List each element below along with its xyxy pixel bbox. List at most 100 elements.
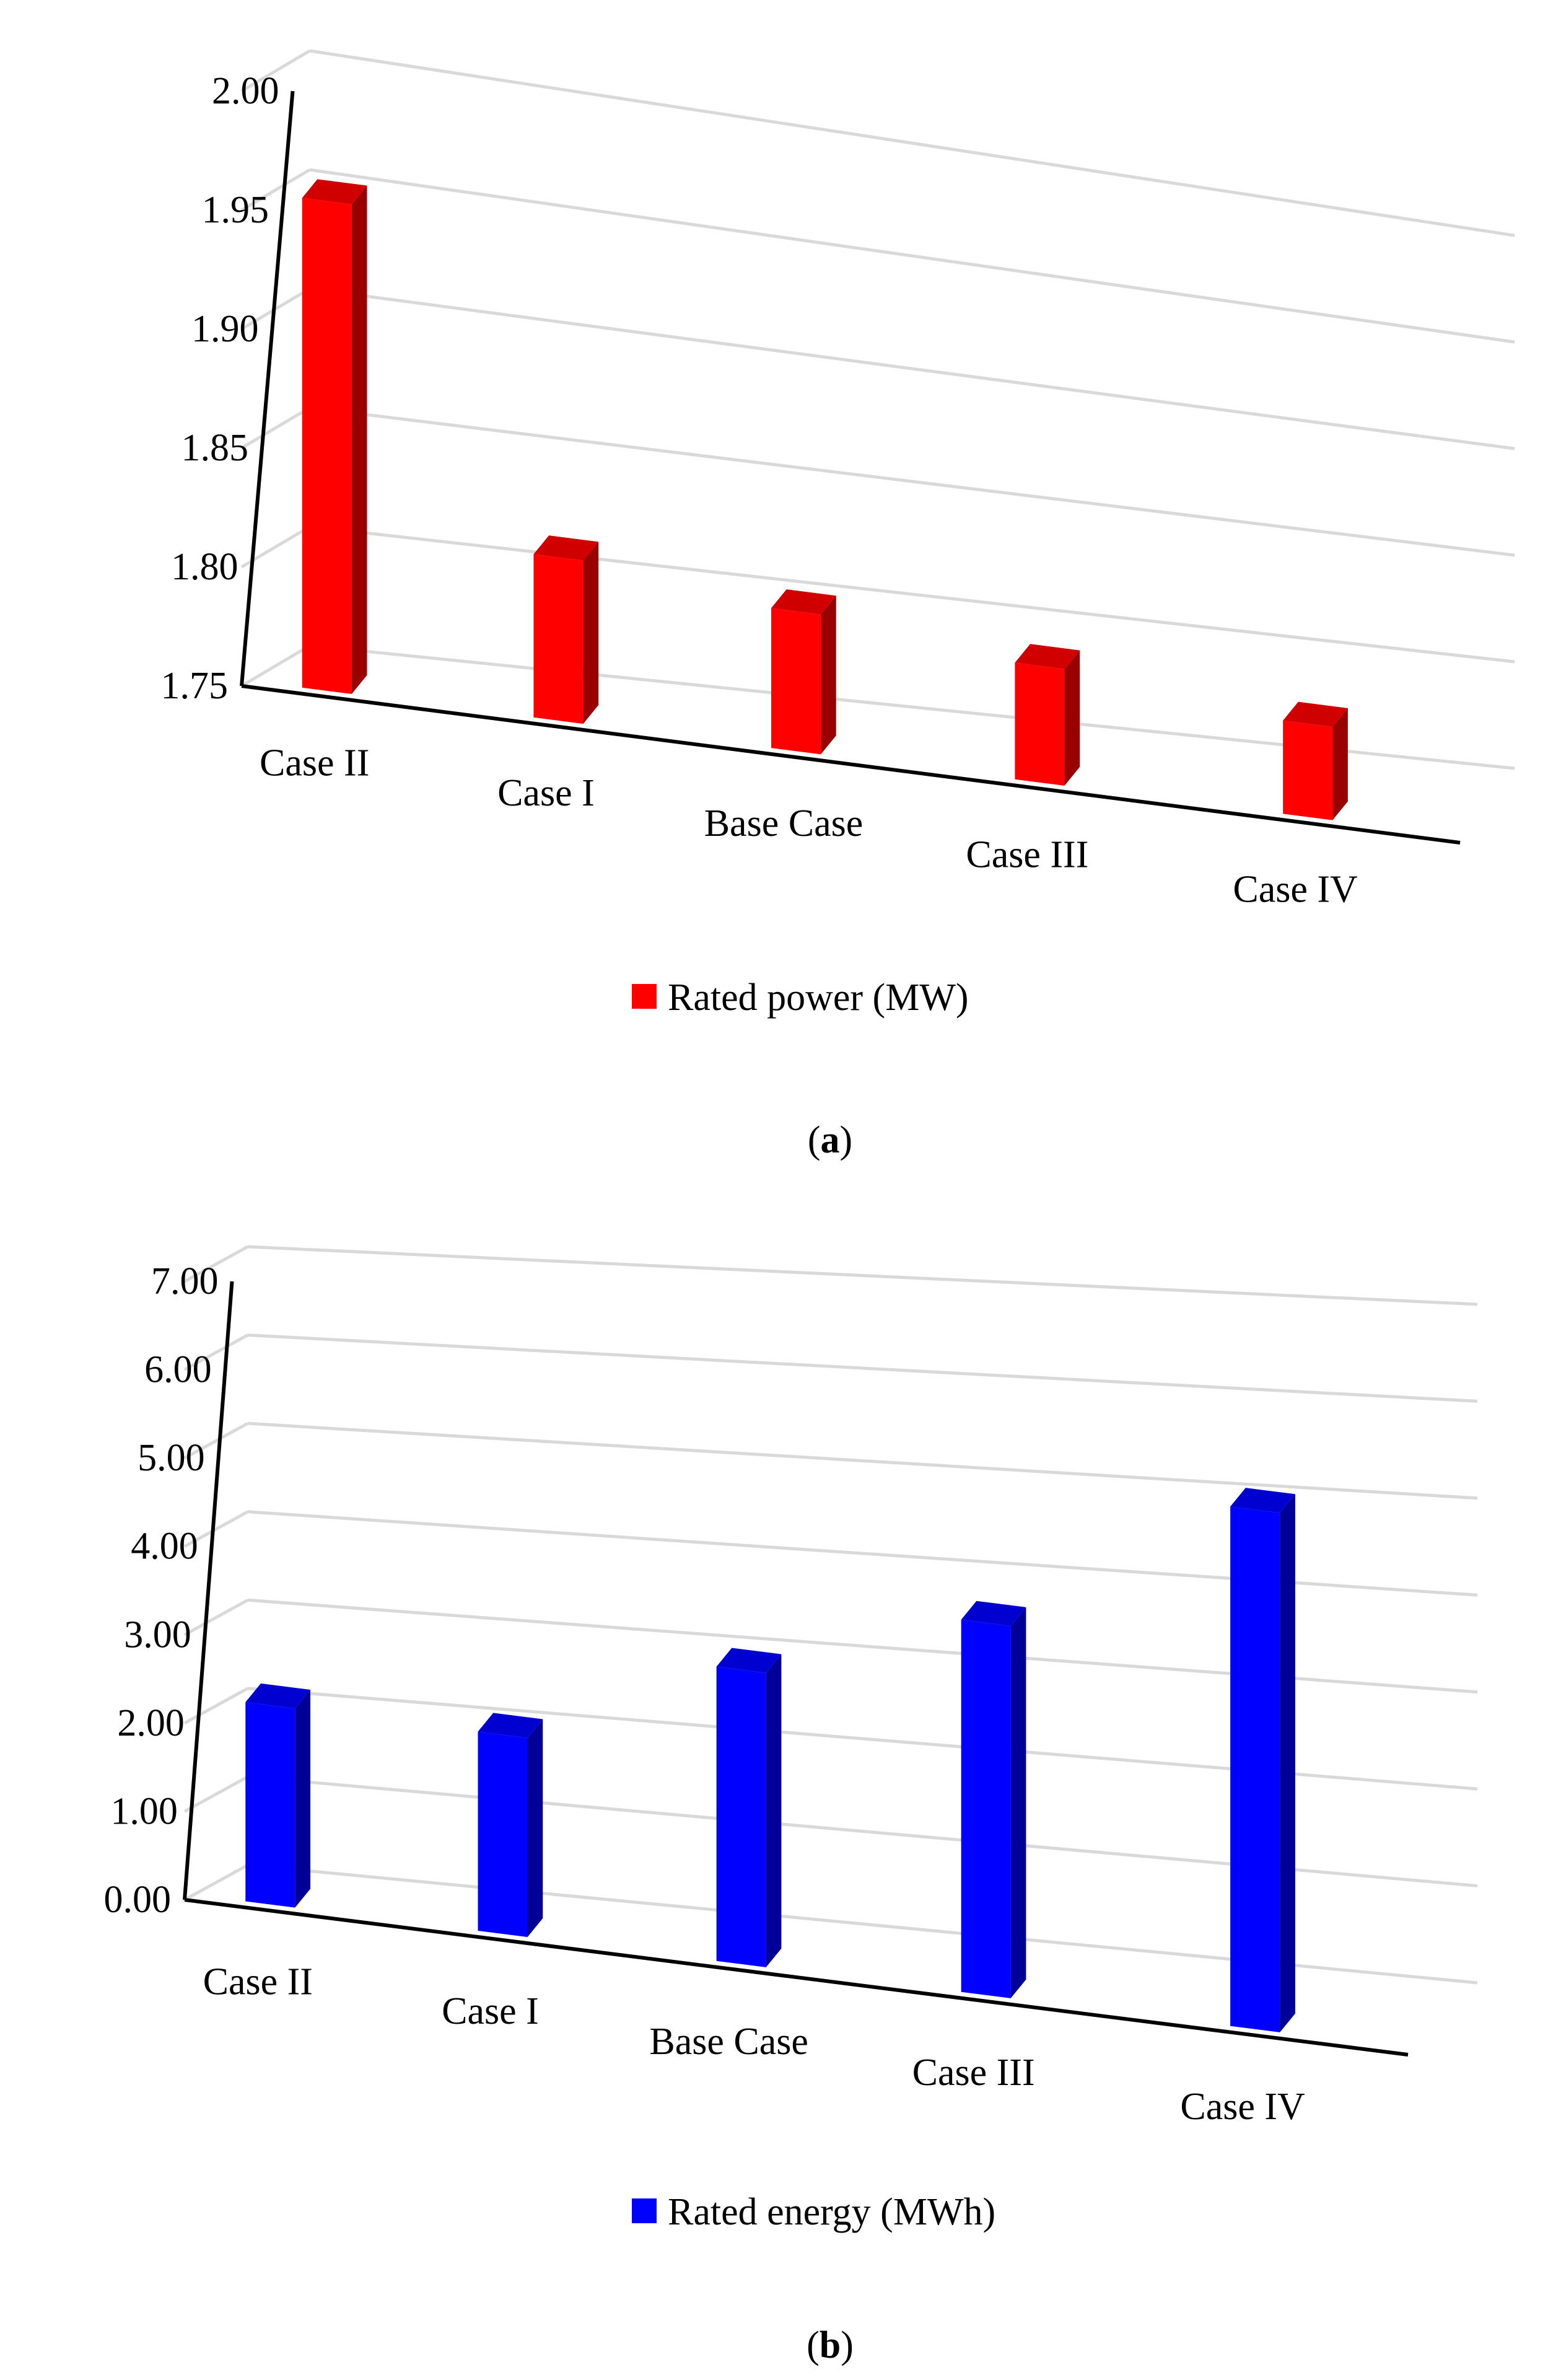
x-tick-label: Base Case bbox=[704, 802, 864, 845]
bar bbox=[771, 589, 836, 755]
y-tick-label: 1.80 bbox=[171, 546, 238, 588]
legend-label: Rated power (MW) bbox=[668, 977, 969, 1019]
y-tick-label: 7.00 bbox=[151, 1260, 219, 1302]
bar bbox=[245, 1683, 310, 1908]
bar-front-face bbox=[245, 1702, 295, 1908]
bar bbox=[533, 535, 599, 724]
gridline bbox=[247, 1421, 1478, 1500]
bar-front-face bbox=[961, 1619, 1011, 1998]
y-tick-label: 0.00 bbox=[104, 1879, 172, 1921]
chart-panel-a: 1.75 1.80 1.85 1.90 1.95 2.00 Case II Case I Bas… bbox=[161, 49, 1515, 1161]
bar-top-face bbox=[533, 535, 599, 561]
bar-side-face bbox=[1280, 1494, 1295, 2032]
legend: Rated power (MW) bbox=[632, 977, 969, 1019]
bar bbox=[302, 179, 367, 694]
y-tick-label: 2.00 bbox=[212, 70, 279, 112]
side-gridline bbox=[240, 406, 311, 450]
side-gridline bbox=[183, 1333, 249, 1371]
bar-side-face bbox=[1010, 1607, 1026, 1998]
bar bbox=[961, 1601, 1026, 1998]
gridline bbox=[247, 1333, 1478, 1403]
panel-label: a bbox=[821, 1119, 840, 1161]
side-gridline bbox=[240, 49, 311, 93]
y-tick-label: 5.00 bbox=[138, 1437, 205, 1479]
panel-caption: (a) bbox=[808, 1119, 852, 1161]
bar-top-face bbox=[1015, 644, 1080, 669]
bar bbox=[1283, 701, 1348, 820]
bar-front-face bbox=[1283, 720, 1333, 820]
bar-side-face bbox=[527, 1719, 543, 1938]
bar-top-face bbox=[1230, 1488, 1295, 1513]
side-gridline bbox=[183, 1421, 249, 1460]
side-gridline bbox=[240, 644, 311, 688]
y-axis-line bbox=[240, 90, 295, 687]
y-tick-label: 1.95 bbox=[202, 189, 269, 231]
bar bbox=[1015, 644, 1080, 786]
bar-front-face bbox=[771, 608, 821, 755]
gridline bbox=[309, 406, 1515, 557]
x-axis-line bbox=[241, 684, 1461, 845]
panel-caption: (b) bbox=[807, 2324, 854, 2366]
gridline bbox=[309, 168, 1515, 344]
bar bbox=[716, 1648, 782, 1967]
x-axis-line bbox=[184, 1898, 1409, 2057]
bar-top-face bbox=[771, 589, 836, 615]
gridline bbox=[309, 287, 1515, 450]
legend-swatch bbox=[632, 2198, 657, 2223]
x-tick-label: Case IV bbox=[1180, 2086, 1305, 2128]
bar-side-face bbox=[1332, 708, 1348, 820]
y-tick-label: 3.00 bbox=[124, 1614, 191, 1656]
side-gridline bbox=[183, 1863, 249, 1902]
x-tick-label: Case II bbox=[203, 1961, 313, 2003]
y-tick-label: 4.00 bbox=[131, 1526, 198, 1568]
gridline bbox=[309, 525, 1515, 664]
bar-side-face bbox=[295, 1690, 310, 1908]
bar-side-face bbox=[766, 1654, 782, 1967]
x-tick-label: Case II bbox=[260, 742, 369, 784]
side-gridline bbox=[240, 168, 311, 212]
side-gridline bbox=[183, 1245, 249, 1283]
y-tick-label: 1.85 bbox=[181, 427, 249, 469]
bar bbox=[1230, 1488, 1295, 2032]
bar-front-face bbox=[478, 1731, 528, 1938]
x-tick-label: Case III bbox=[912, 2052, 1035, 2094]
chart-panel-b: 0.00 1.00 2.00 3.00 4.00 5.00 6.00 7.00 Case II C… bbox=[104, 1245, 1478, 2366]
x-tick-label: Case I bbox=[442, 1990, 539, 2032]
bar-front-face bbox=[302, 198, 352, 694]
side-gridline bbox=[183, 1510, 249, 1548]
y-tick-label: 1.75 bbox=[161, 665, 229, 707]
bar-side-face bbox=[351, 185, 367, 694]
bar-side-face bbox=[820, 595, 836, 755]
y-axis-line bbox=[183, 1281, 234, 1900]
bar-top-face bbox=[961, 1601, 1026, 1627]
bar-front-face bbox=[1230, 1506, 1280, 2032]
bar-front-face bbox=[716, 1666, 766, 1967]
bar bbox=[478, 1713, 543, 1938]
x-tick-label: Case I bbox=[497, 772, 595, 814]
bar-top-face bbox=[1283, 701, 1348, 727]
bar-side-face bbox=[583, 542, 599, 724]
gridline bbox=[247, 1245, 1478, 1306]
side-gridline bbox=[183, 1687, 249, 1725]
x-tick-label: Case III bbox=[966, 834, 1088, 876]
y-tick-label: 2.00 bbox=[117, 1702, 185, 1744]
x-tick-label: Case IV bbox=[1233, 868, 1358, 910]
bar-side-face bbox=[1064, 650, 1080, 786]
legend: Rated energy (MWh) bbox=[632, 2191, 995, 2233]
gridline bbox=[309, 49, 1515, 237]
y-tick-label: 1.00 bbox=[110, 1790, 178, 1832]
bar-top-face bbox=[478, 1713, 543, 1738]
bar-front-face bbox=[1015, 662, 1065, 786]
side-gridline bbox=[183, 1775, 249, 1813]
side-gridline bbox=[183, 1599, 249, 1636]
x-tick-label: Base Case bbox=[649, 2021, 808, 2063]
bar-top-face bbox=[302, 179, 367, 204]
bar-top-face bbox=[245, 1683, 310, 1709]
legend-swatch bbox=[632, 984, 657, 1009]
legend-label: Rated energy (MWh) bbox=[668, 2191, 995, 2233]
y-tick-label: 6.00 bbox=[144, 1349, 212, 1391]
y-tick-label: 1.90 bbox=[191, 308, 259, 350]
bar-top-face bbox=[716, 1648, 782, 1673]
panel-label: b bbox=[820, 2324, 841, 2366]
